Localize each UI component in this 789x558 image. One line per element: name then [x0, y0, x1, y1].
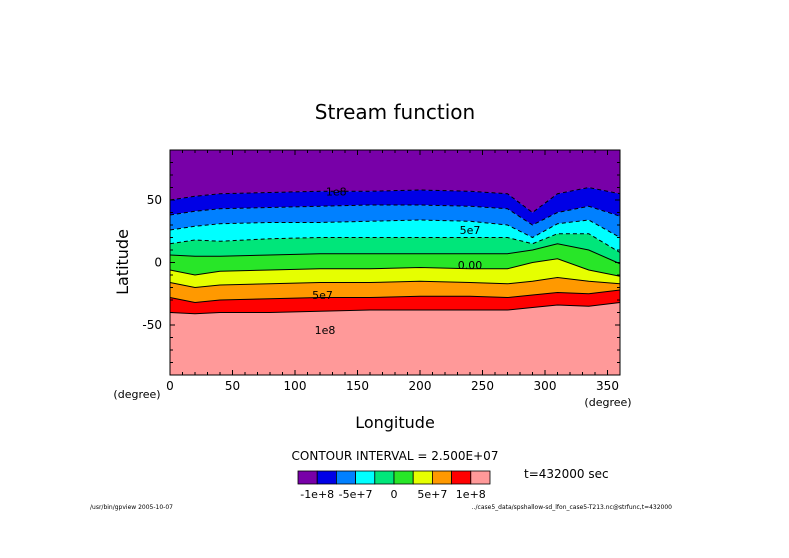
contour-band-5 [170, 243, 620, 277]
x-tick-label-7: 350 [596, 379, 619, 393]
colorbar-tick-label-2: 0 [391, 488, 398, 501]
x-tick-label-5: 250 [471, 379, 494, 393]
contour-band-8 [170, 290, 620, 314]
x-tick-label-3: 150 [346, 379, 369, 393]
contour-line-2 [169, 219, 621, 239]
colorbar-swatch-4 [374, 470, 395, 485]
x-tick-label-0: 0 [166, 379, 174, 393]
chart-title: Stream function [315, 100, 475, 124]
x-tick-label-2: 100 [284, 379, 307, 393]
colorbar-swatch-8 [451, 470, 472, 485]
colorbar-tick-label-0: -1e+8 [300, 488, 334, 501]
x-tick-label-1: 50 [225, 379, 240, 393]
x-unit-label: (degree) [584, 396, 631, 409]
x-tick-label-4: 200 [409, 379, 432, 393]
contour-label-3: 5e7 [312, 289, 333, 302]
contour-label-0: 1e8 [326, 185, 347, 198]
time-label: t=432000 sec [524, 467, 609, 481]
y-unit-label: (degree) [113, 388, 160, 401]
colorbar-tick-label-1: -5e+7 [339, 488, 373, 501]
contour-line-0 [169, 186, 621, 214]
contour-line-8 [169, 302, 621, 315]
contour-line-3 [169, 233, 621, 253]
axis-ticks [169, 150, 620, 375]
colorbar-swatch-6 [412, 470, 433, 485]
contour-band-2 [170, 205, 620, 238]
colorbar-tick-label-3: 5e+7 [417, 488, 447, 501]
colorbar-tick-label-4: 1e+8 [456, 488, 486, 501]
contour-label-1: 5e7 [460, 224, 481, 237]
colorbar-swatch-0 [297, 470, 318, 485]
x-tick-label-6: 300 [534, 379, 557, 393]
x-axis-label: Longitude [355, 413, 435, 432]
contour-lines [169, 186, 621, 315]
colorbar-swatch-3 [355, 470, 376, 485]
contour-line-5 [169, 258, 621, 277]
colorbar-tick-labels: -1e+8 -5e+7 0 5e+7 1e+8 [300, 488, 486, 501]
footer-right: ../case5_data/spshallow-sd_lfon_case5-T2… [472, 504, 672, 511]
contour-band-3 [170, 220, 620, 253]
contour-labels: 1e8 5e7 0.00 5e7 1e8 [312, 185, 482, 337]
colorbar-swatch-9 [470, 470, 491, 485]
y-tick-label-0: 50 [147, 193, 162, 207]
contour-line-1 [169, 204, 621, 226]
contour-label-2: 0.00 [458, 259, 483, 272]
colorbar-swatch-5 [393, 470, 414, 485]
y-tick-label-2: -50 [142, 318, 162, 332]
colorbar-swatch-1 [316, 470, 337, 485]
contour-line-6 [169, 276, 621, 289]
contour-band-0 [170, 150, 620, 213]
x-tick-labels: 0 50 100 150 200 250 300 350 [166, 379, 619, 393]
y-tick-label-1: 0 [154, 256, 162, 270]
contour-interval-text: CONTOUR INTERVAL = 2.500E+07 [292, 449, 499, 463]
y-tick-labels: 50 0 -50 [142, 193, 162, 332]
y-axis-label: Latitude [113, 229, 132, 295]
contour-band-1 [170, 187, 620, 225]
footer-left: /usr/bin/gpview 2005-10-07 [90, 504, 173, 511]
contour-label-4: 1e8 [315, 324, 336, 337]
colorbar-swatch-7 [431, 470, 452, 485]
contour-band-4 [170, 233, 620, 264]
colorbar [297, 470, 491, 485]
contour-line-7 [169, 289, 621, 304]
colorbar-swatch-2 [335, 470, 356, 485]
contour-bands [170, 150, 620, 375]
contour-line-4 [169, 243, 621, 265]
contour-band-9 [170, 302, 620, 375]
contour-band-6 [170, 258, 620, 288]
